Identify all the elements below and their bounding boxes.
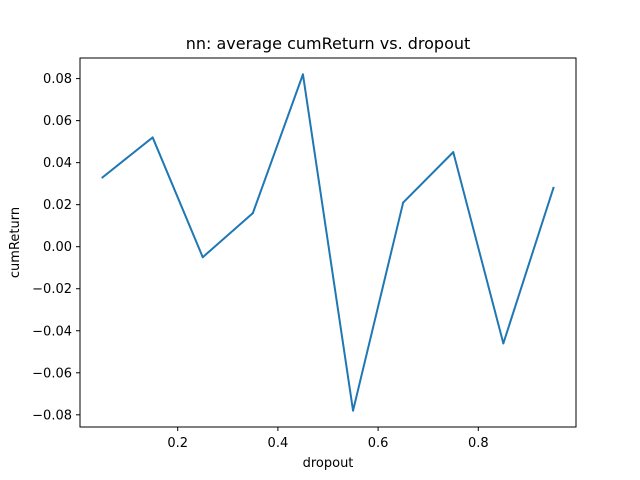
x-tick-label: 0.6 <box>368 436 389 451</box>
chart-title: nn: average cumReturn vs. dropout <box>186 34 471 53</box>
data-point <box>452 151 455 154</box>
series-line <box>101 73 555 412</box>
y-tick-label: −0.04 <box>32 324 72 339</box>
data-point <box>552 186 555 189</box>
series-group <box>101 73 555 412</box>
y-tick-label: 0.08 <box>43 72 72 87</box>
y-tick-label: 0.04 <box>43 156 72 171</box>
data-point <box>402 201 405 204</box>
x-axis-ticks: 0.2 0.4 0.6 0.8 <box>167 427 489 451</box>
y-tick-label: −0.02 <box>32 282 72 297</box>
y-tick-label: −0.06 <box>32 366 72 381</box>
x-tick-label: 0.2 <box>167 436 188 451</box>
x-tick-label: 0.4 <box>268 436 289 451</box>
y-tick-label: 0.02 <box>43 198 72 213</box>
x-tick-label: 0.8 <box>468 436 489 451</box>
y-tick-label: 0.00 <box>43 240 72 255</box>
data-point <box>502 342 505 345</box>
plot-frame <box>79 57 577 428</box>
data-point <box>352 409 355 412</box>
y-axis-label: cumReturn <box>8 207 23 278</box>
x-axis-label: dropout <box>303 456 354 471</box>
data-point <box>101 176 104 179</box>
y-axis-ticks: −0.08 −0.06 −0.04 −0.02 0.00 0.02 0.04 0.06 0.08 <box>32 72 80 423</box>
y-tick-label: 0.06 <box>43 114 72 129</box>
y-tick-label: −0.08 <box>32 408 72 423</box>
data-point <box>251 212 254 215</box>
data-point <box>201 256 204 259</box>
data-point <box>301 73 304 76</box>
data-point <box>151 136 154 139</box>
